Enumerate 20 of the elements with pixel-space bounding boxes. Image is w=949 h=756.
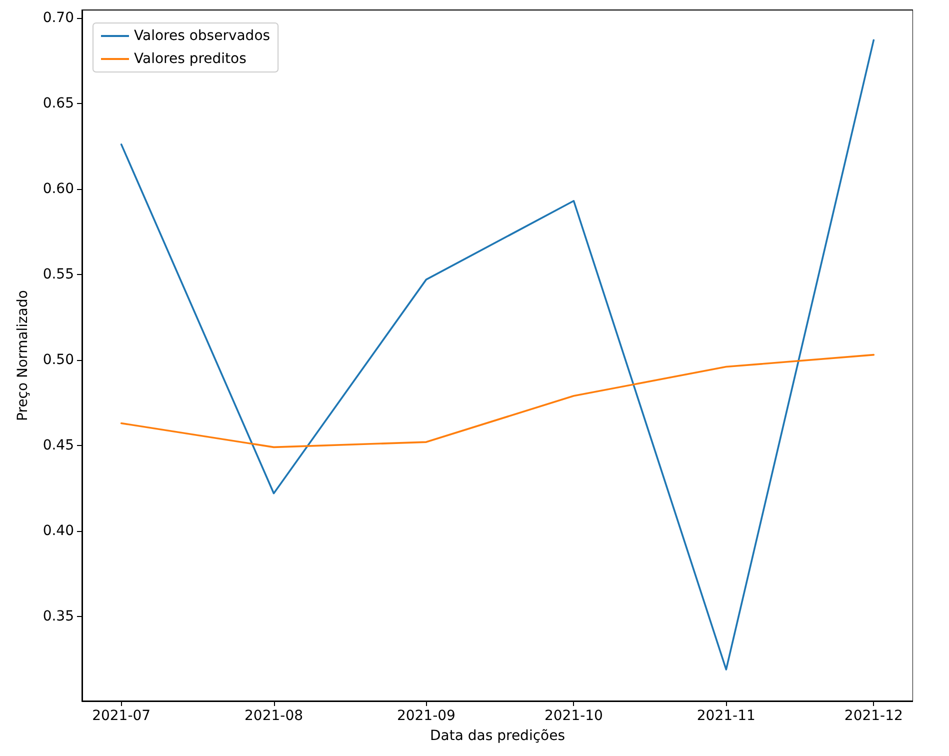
y-tick-label: 0.50 [42, 352, 74, 368]
y-tick-label: 0.70 [42, 10, 74, 26]
x-tick-label: 2021-12 [844, 708, 903, 724]
y-tick-label: 0.65 [42, 95, 74, 112]
x-tick-label: 2021-11 [696, 708, 756, 724]
y-axis-title: Preço Normalizado [15, 290, 31, 421]
x-axis-title: Data das predições [430, 728, 565, 744]
y-tick-label: 0.60 [42, 180, 74, 197]
x-tick-label: 2021-09 [396, 708, 456, 724]
x-tick-label: 2021-10 [544, 708, 603, 724]
x-tick-label: 2021-07 [92, 708, 151, 724]
legend-label: Valores observados [134, 28, 270, 44]
y-tick-label: 0.40 [42, 522, 74, 539]
legend-label: Valores preditos [134, 51, 246, 67]
y-tick-label: 0.55 [42, 266, 74, 282]
y-tick-label: 0.45 [42, 437, 74, 454]
line-series [120, 39, 875, 670]
line-series [120, 354, 875, 448]
y-tick-label: 0.35 [42, 608, 74, 625]
x-tick-label: 2021-08 [244, 708, 304, 724]
